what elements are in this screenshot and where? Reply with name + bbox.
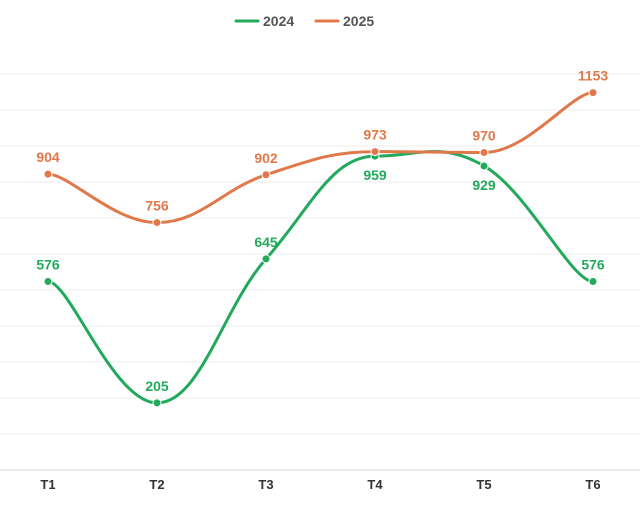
x-axis-ticks: T1 T2 T3 T4 T5 T6 <box>40 477 600 492</box>
x-tick-label: T2 <box>149 477 164 492</box>
data-point[interactable] <box>370 147 380 157</box>
data-label: 756 <box>145 198 169 214</box>
series-line-2024 <box>47 150 594 405</box>
data-label: 1153 <box>578 68 609 84</box>
series-layer: 576 205 645 959 929 576 904 756 902 973 970 1153 <box>36 68 609 408</box>
data-label: 929 <box>472 177 496 193</box>
data-point[interactable] <box>588 88 598 98</box>
data-label: 576 <box>36 256 60 272</box>
legend-item-2025[interactable]: 2025 <box>314 13 374 29</box>
x-tick-label: T1 <box>40 477 55 492</box>
legend: 2024 2025 <box>234 13 374 29</box>
data-label: 645 <box>254 234 278 250</box>
legend-label: 2025 <box>343 13 374 29</box>
legend-label: 2024 <box>263 13 294 29</box>
x-tick-label: T4 <box>367 477 383 492</box>
data-label: 902 <box>254 150 278 166</box>
series-2024: 576 205 645 959 929 576 <box>36 150 605 408</box>
series-2025: 904 756 902 973 970 1153 <box>36 68 609 228</box>
data-point[interactable] <box>261 254 271 264</box>
legend-item-2024[interactable]: 2024 <box>234 13 294 29</box>
series-line-2025 <box>47 91 594 225</box>
x-tick-label: T3 <box>258 477 273 492</box>
x-tick-label: T6 <box>585 477 600 492</box>
x-tick-label: T5 <box>476 477 491 492</box>
grid <box>0 73 640 471</box>
data-point[interactable] <box>152 218 162 228</box>
data-point[interactable] <box>43 276 53 286</box>
data-label: 576 <box>581 256 605 272</box>
data-label: 205 <box>145 378 169 394</box>
data-label: 973 <box>363 127 387 143</box>
data-label: 970 <box>472 128 496 144</box>
data-point[interactable] <box>479 161 489 171</box>
data-label: 904 <box>36 149 60 165</box>
data-point[interactable] <box>479 148 489 158</box>
data-point[interactable] <box>43 169 53 179</box>
data-point[interactable] <box>261 170 271 180</box>
data-label: 959 <box>363 167 387 183</box>
data-point[interactable] <box>152 398 162 408</box>
data-point[interactable] <box>588 276 598 286</box>
